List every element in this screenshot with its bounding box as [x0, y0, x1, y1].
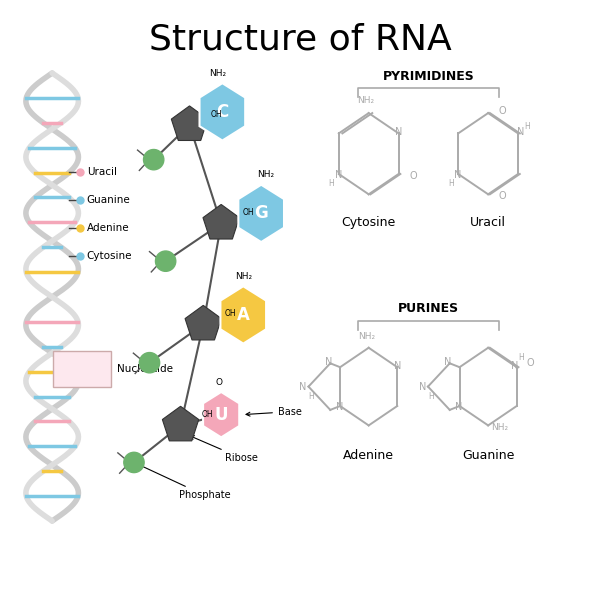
Text: Adenine: Adenine [343, 449, 394, 462]
Circle shape [143, 149, 164, 170]
Text: Adenine: Adenine [87, 223, 130, 233]
Text: O: O [499, 191, 506, 201]
Text: Guanine: Guanine [462, 449, 514, 462]
Text: Uracil: Uracil [470, 216, 506, 229]
Polygon shape [163, 406, 199, 441]
Text: H: H [518, 353, 524, 362]
Text: H: H [428, 392, 434, 401]
Text: Guanine: Guanine [87, 194, 131, 205]
Text: OH: OH [211, 110, 223, 119]
Text: PYRIMIDINES: PYRIMIDINES [383, 70, 474, 83]
Text: N: N [455, 401, 463, 412]
Text: H: H [329, 179, 334, 188]
FancyBboxPatch shape [53, 351, 110, 386]
Text: N: N [444, 357, 452, 367]
Text: O: O [527, 358, 535, 368]
Text: H: H [525, 122, 530, 131]
Text: Base: Base [246, 407, 302, 416]
Text: OH: OH [242, 208, 254, 217]
Text: N: N [394, 361, 401, 371]
Text: OH: OH [202, 410, 214, 419]
Circle shape [139, 353, 160, 373]
Text: N: N [395, 127, 403, 137]
Text: U: U [214, 406, 228, 424]
Text: N: N [335, 170, 342, 179]
Text: N: N [419, 382, 426, 392]
Text: PURINES: PURINES [398, 302, 459, 316]
Text: O: O [216, 377, 223, 386]
Text: Ribose: Ribose [190, 436, 258, 463]
Polygon shape [203, 392, 239, 437]
Text: N: N [299, 382, 307, 392]
Text: NH₂: NH₂ [357, 97, 374, 106]
Text: OH: OH [225, 309, 236, 318]
Text: NH₂: NH₂ [209, 69, 226, 78]
Text: O: O [499, 106, 506, 116]
Text: H: H [448, 179, 454, 188]
Text: N: N [325, 357, 332, 367]
Text: O: O [409, 171, 417, 181]
Text: Uracil: Uracil [87, 167, 117, 176]
Text: H: H [308, 392, 314, 401]
Text: N: N [511, 361, 518, 371]
Text: Nucleotide: Nucleotide [116, 364, 173, 374]
Circle shape [124, 452, 144, 473]
Text: C: C [216, 103, 229, 121]
Polygon shape [200, 83, 245, 140]
Polygon shape [203, 205, 239, 239]
Text: N: N [454, 170, 461, 179]
Text: NH₂: NH₂ [358, 332, 376, 341]
Text: Cytosine: Cytosine [341, 216, 396, 229]
Polygon shape [172, 106, 208, 140]
Text: NH₂: NH₂ [491, 423, 508, 432]
Text: N: N [336, 401, 343, 412]
Text: N: N [517, 127, 524, 137]
Circle shape [155, 251, 176, 271]
Polygon shape [185, 305, 221, 340]
Text: Structure of RNA: Structure of RNA [149, 22, 451, 56]
Text: NH₂: NH₂ [257, 170, 275, 179]
Text: Phosphate: Phosphate [137, 464, 230, 500]
Text: NH₂: NH₂ [235, 272, 252, 281]
Polygon shape [238, 185, 284, 242]
Polygon shape [220, 286, 266, 344]
Text: Cytosine: Cytosine [87, 251, 132, 261]
Text: G: G [254, 205, 268, 223]
Text: A: A [237, 306, 250, 324]
